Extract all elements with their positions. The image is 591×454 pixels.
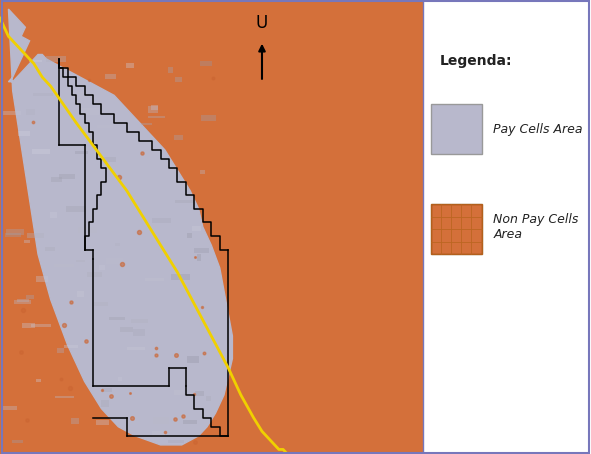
Bar <box>206 396 211 401</box>
Bar <box>148 106 158 113</box>
Bar <box>120 327 133 332</box>
Bar <box>106 258 123 264</box>
Bar <box>55 395 74 398</box>
Bar <box>32 149 50 154</box>
Bar <box>96 420 109 425</box>
Bar <box>64 345 78 348</box>
Bar <box>168 67 173 73</box>
Bar <box>431 104 482 154</box>
Bar <box>192 226 201 231</box>
Bar <box>51 177 62 183</box>
Bar <box>152 431 165 437</box>
Bar <box>26 295 34 300</box>
Bar <box>118 377 122 381</box>
Bar <box>12 440 22 443</box>
Text: U: U <box>256 14 268 32</box>
Bar <box>36 379 41 382</box>
Bar <box>101 400 109 407</box>
Bar <box>145 278 164 281</box>
Bar <box>36 276 48 282</box>
Bar <box>87 272 102 277</box>
Bar <box>31 324 51 327</box>
Bar <box>174 390 184 395</box>
Bar <box>54 264 74 267</box>
Bar <box>148 116 165 118</box>
Bar <box>131 319 148 323</box>
Bar <box>14 300 31 304</box>
Bar <box>57 348 64 353</box>
Bar <box>175 200 194 202</box>
Bar <box>102 388 112 392</box>
Bar <box>133 329 145 336</box>
Bar <box>175 78 182 82</box>
Bar <box>109 317 125 320</box>
Bar <box>93 302 108 306</box>
Bar <box>17 299 28 302</box>
Bar <box>171 274 190 280</box>
Text: Pay Cells Area: Pay Cells Area <box>493 123 583 136</box>
Bar <box>33 93 53 96</box>
Bar <box>45 247 56 251</box>
Bar <box>24 240 30 243</box>
Bar <box>152 417 170 424</box>
Bar <box>200 170 205 174</box>
Bar <box>200 61 212 66</box>
Text: Legenda:: Legenda: <box>439 54 512 69</box>
Bar <box>152 218 171 223</box>
Bar <box>66 206 86 212</box>
Bar <box>27 233 44 238</box>
Bar <box>50 212 57 218</box>
Bar <box>202 115 216 121</box>
Bar <box>126 63 134 68</box>
Polygon shape <box>8 9 232 445</box>
Bar <box>197 254 201 261</box>
Bar <box>194 248 209 253</box>
Bar <box>431 204 482 254</box>
Bar <box>99 265 105 270</box>
Bar <box>29 59 43 62</box>
Bar <box>105 74 116 79</box>
Bar <box>7 229 24 236</box>
Bar <box>105 157 116 162</box>
Bar <box>18 131 30 136</box>
Bar <box>97 125 113 128</box>
Bar <box>1 406 17 410</box>
Bar <box>187 356 199 363</box>
Bar <box>128 347 145 350</box>
Bar <box>5 233 21 237</box>
Bar <box>80 109 99 115</box>
Bar <box>78 227 97 232</box>
Bar <box>174 135 183 140</box>
Bar <box>77 92 87 98</box>
Text: Non Pay Cells
Area: Non Pay Cells Area <box>493 213 579 241</box>
Bar <box>46 56 66 63</box>
Bar <box>151 104 158 110</box>
Bar <box>168 440 184 443</box>
Bar <box>1 111 21 115</box>
Bar <box>76 260 85 262</box>
Bar <box>141 123 151 125</box>
Bar <box>22 323 34 328</box>
Bar <box>76 291 84 297</box>
Bar <box>115 243 121 247</box>
Bar <box>26 109 34 115</box>
Bar <box>196 391 203 396</box>
Bar <box>187 232 192 238</box>
Bar <box>183 420 197 424</box>
Bar <box>71 418 79 424</box>
Bar <box>59 174 75 179</box>
Bar <box>74 151 87 154</box>
